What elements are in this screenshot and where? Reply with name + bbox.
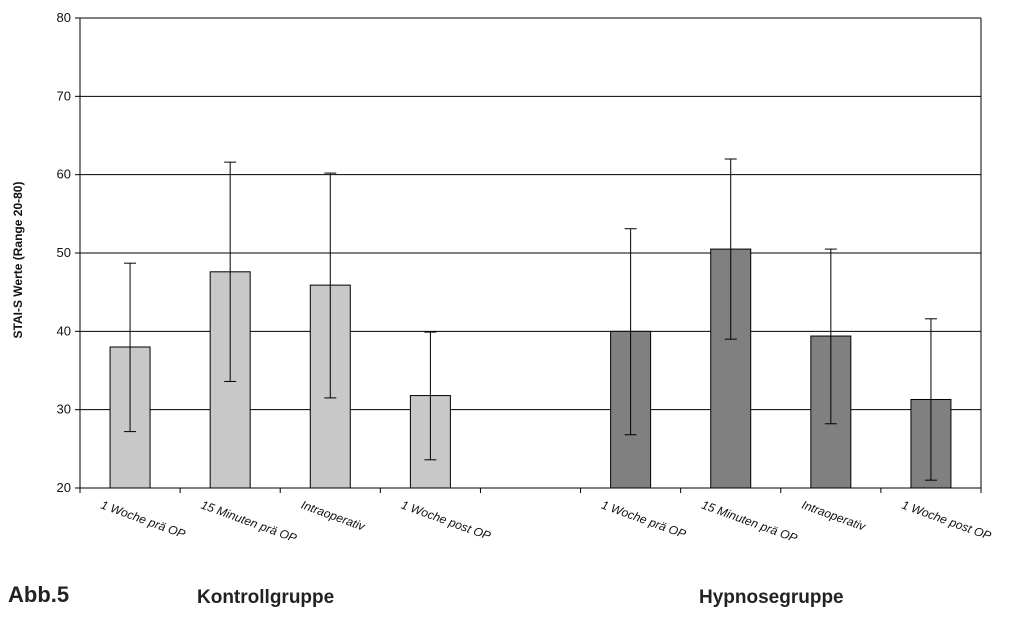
x-tick-labels: 1 Woche prä OP 15 Minuten prä OP Intraoper… xyxy=(99,498,993,546)
y-tick-labels: 20 30 40 50 60 70 80 xyxy=(57,10,71,495)
x-tick-label-0: 1 Woche prä OP xyxy=(99,498,187,541)
y-tick-label-80: 80 xyxy=(57,10,71,25)
y-tick-label-30: 30 xyxy=(57,402,71,417)
x-tick-label-7: Intraoperativ xyxy=(800,498,868,534)
y-tick-label-50: 50 xyxy=(57,245,71,260)
axes xyxy=(75,17,982,493)
y-tick-label-20: 20 xyxy=(57,480,71,495)
x-tick-label-8: 1 Woche post OP xyxy=(900,498,993,543)
x-tick-label-6: 15 Minuten prä OP xyxy=(700,498,799,546)
figure-label: Abb.5 xyxy=(8,582,70,607)
error-bars xyxy=(124,158,937,481)
y-tick-label-70: 70 xyxy=(57,88,71,103)
y-tick-label-60: 60 xyxy=(57,167,71,182)
x-tick-label-3: 1 Woche post OP xyxy=(399,498,492,543)
x-tick-label-5: 1 Woche prä OP xyxy=(600,498,688,541)
y-tick-label-40: 40 xyxy=(57,323,71,338)
y-axis-label: STAI-S Werte (Range 20-80) xyxy=(11,182,25,339)
bars xyxy=(109,248,952,489)
x-tick-label-1: 15 Minuten prä OP xyxy=(199,498,298,546)
group-label-hypnosegruppe: Hypnosegruppe xyxy=(699,587,844,608)
x-tick-label-2: Intraoperativ xyxy=(299,498,367,534)
group-label-kontrollgruppe: Kontrollgruppe xyxy=(197,587,335,608)
bar-chart: 20 30 40 50 60 70 80 1 Woche prä OP 15 Minuten … xyxy=(11,10,993,546)
